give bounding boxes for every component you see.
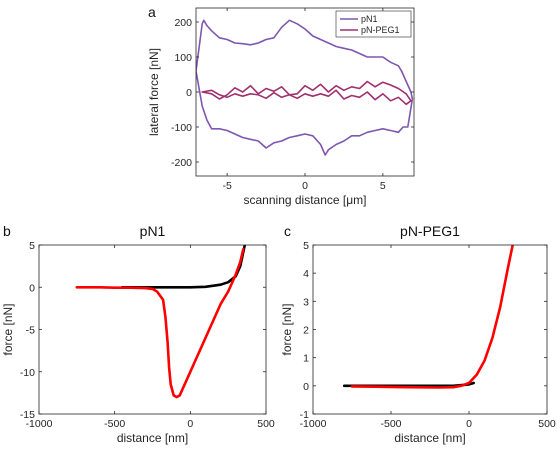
y-tick-label: -5	[26, 325, 35, 337]
series-group	[196, 19, 414, 156]
y-tick-label: 0	[186, 87, 192, 99]
series-group	[75, 245, 247, 399]
x-tick-label: -1000	[26, 418, 53, 430]
series-line-retract	[75, 247, 245, 399]
y-tick-label: -1	[300, 409, 309, 421]
x-axis-label: distance [nm]	[394, 431, 465, 445]
legend-box	[335, 10, 412, 38]
y-tick-label: 3	[303, 296, 309, 308]
x-tick-label: 500	[257, 418, 275, 430]
x-tick-label: -1000	[300, 418, 327, 430]
x-tick-label: -5	[222, 180, 231, 192]
series-group	[342, 245, 515, 389]
x-tick-label: 5	[380, 180, 386, 192]
legend-label: pN1	[361, 14, 378, 24]
y-tick-label: 0	[29, 282, 35, 294]
y-tick-label: 5	[29, 240, 35, 252]
y-tick-label: -200	[171, 157, 192, 169]
x-tick-label: 500	[538, 418, 556, 430]
chart-a: -5 0 5 -200 -100 0 100 200 scanning distance [μm…	[147, 7, 415, 207]
series-line-pn-peg1	[201, 80, 412, 102]
panel-letter-b: b	[3, 223, 11, 239]
x-tick-label: 0	[466, 418, 472, 430]
x-tick-label: -500	[380, 418, 401, 430]
legend-label: pN-PEG1	[361, 25, 400, 35]
series-line-pn1-return-	[196, 22, 414, 156]
x-axis-label: scanning distance [μm]	[244, 193, 367, 207]
y-tick-label: 5	[303, 240, 309, 252]
chart-c: -1000 -500 0 500 -1 0 1 2 3 4 5 distance [nm] force …	[280, 223, 556, 445]
chart-b: -1000 -500 0 500 -15 -10 -5 0 5 distance [nm] forc…	[1, 223, 275, 445]
y-axis-label: force [nN]	[1, 303, 15, 355]
y-tick-label: 100	[174, 52, 192, 64]
y-tick-label: 2	[303, 325, 309, 337]
y-tick-label: -10	[20, 367, 35, 379]
panel-letter-a: a	[148, 4, 156, 20]
y-tick-label: 0	[303, 381, 309, 393]
y-tick-label: 1	[303, 353, 309, 365]
y-axis-label: force [nN]	[280, 303, 294, 355]
y-tick-label: -15	[20, 409, 35, 421]
panel-letter-c: c	[284, 223, 291, 239]
y-axis-label: lateral force [nN]	[147, 48, 161, 136]
x-tick-label: 0	[187, 418, 193, 430]
series-line-pn1	[201, 19, 403, 72]
chart-title: pN-PEG1	[400, 223, 460, 239]
plot-area	[39, 245, 266, 414]
series-line-pn-peg1-return-	[201, 89, 412, 106]
y-tick-label: 200	[174, 17, 192, 29]
series-line-retract	[350, 245, 515, 389]
chart-title: pN1	[140, 223, 166, 239]
y-tick-label: 4	[303, 268, 309, 280]
x-tick-label: -500	[104, 418, 125, 430]
y-tick-label: -100	[171, 122, 192, 134]
x-tick-label: 0	[302, 180, 308, 192]
x-axis-label: distance [nm]	[117, 431, 188, 445]
